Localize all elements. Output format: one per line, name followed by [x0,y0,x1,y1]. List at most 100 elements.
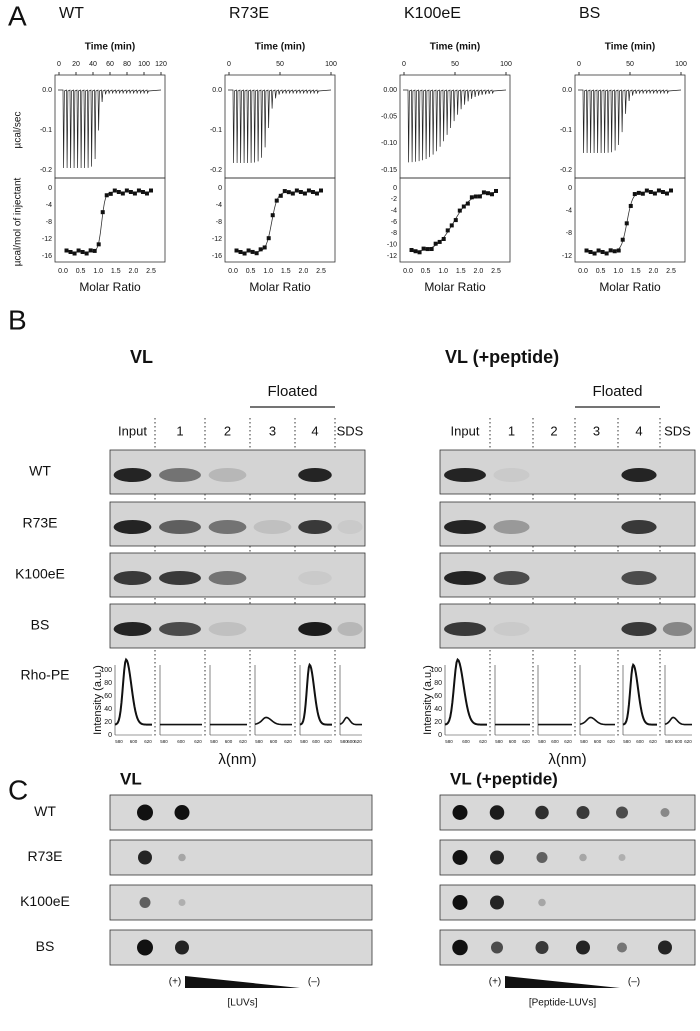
dot-blot [439,929,696,966]
label: 580 [300,739,308,744]
data-point [469,195,474,200]
label: K100eE [404,5,461,22]
label: -4 [46,202,52,209]
label: BS [579,5,600,22]
label: 600 [312,739,320,744]
band [208,520,247,534]
label: 600 [594,739,602,744]
label: 620 [564,739,572,744]
label: 0 [218,185,222,192]
data-point [417,250,422,255]
label: 0.0 [58,268,68,275]
label: B [8,304,27,335]
label: 2.5 [491,268,501,275]
data-point [149,188,153,193]
data-point [128,190,133,194]
data-point [234,248,239,253]
itc-box [574,177,686,263]
band [298,622,332,636]
dot [174,805,190,820]
dot [178,899,186,906]
label: 3 [269,423,276,438]
label: Molar Ratio [79,280,141,294]
dot [178,853,186,862]
data-point [278,193,283,198]
label: 2.5 [666,268,676,275]
data-point [108,191,113,196]
data-point [96,242,101,247]
data-point [588,249,593,254]
data-point [664,191,669,196]
label: 580 [210,739,218,744]
label: 580 [115,739,123,744]
dot [175,940,189,955]
trace [579,716,615,726]
label: [LUVs] [227,998,257,1009]
data-point [636,190,641,195]
label: 0.5 [421,268,431,275]
dot [137,939,153,956]
label: 100 [500,61,512,68]
label: 50 [276,61,284,68]
label: 0.00 [383,87,397,94]
band [298,520,332,534]
data-point [270,213,275,218]
label: -6 [391,219,397,226]
label: (–) [308,977,320,988]
label: -8 [391,230,397,237]
dot [452,850,468,865]
band [337,520,363,534]
label: 0.5 [76,268,86,275]
label: 580 [665,739,673,744]
dot [616,806,628,819]
dot [579,853,587,862]
band [208,622,247,636]
fit-line [411,192,497,252]
label: -12 [562,253,572,260]
label: 2 [550,423,557,438]
dot [660,808,670,817]
data-point [437,239,442,244]
dot [535,941,549,954]
label: 600 [509,739,517,744]
label: 1.0 [613,268,623,275]
band [113,468,152,482]
trace [664,716,692,726]
label: R73E [27,848,62,864]
label: 0.0 [562,87,572,94]
thermogram [403,89,507,163]
data-point [274,198,279,203]
data-point [144,191,149,196]
label: -8 [46,219,52,226]
itc-box [224,74,336,179]
band [298,468,332,482]
itc-box [54,74,166,179]
label: -0.1 [560,127,572,134]
label: λ(nm) [218,751,256,768]
band [444,622,486,636]
data-point [473,194,478,199]
dot [491,941,503,954]
label: 580 [445,739,453,744]
label: 40 [89,61,97,68]
data-point [445,228,450,233]
band [253,520,292,534]
dot [658,940,672,955]
label: µcal/sec [13,112,24,149]
data-point [286,190,291,195]
label: 0 [577,61,581,68]
label: 0.0 [212,87,222,94]
data-point [100,210,105,215]
data-point [124,188,129,193]
data-point [254,251,259,256]
data-point [485,191,490,196]
label: 620 [607,739,615,744]
data-point [112,188,117,193]
data-point [319,188,323,193]
data-point [477,194,482,199]
label: 580 [580,739,588,744]
label: 50 [626,61,634,68]
label: 0.5 [246,268,256,275]
label: 1.5 [456,268,466,275]
label: WT [29,463,51,479]
